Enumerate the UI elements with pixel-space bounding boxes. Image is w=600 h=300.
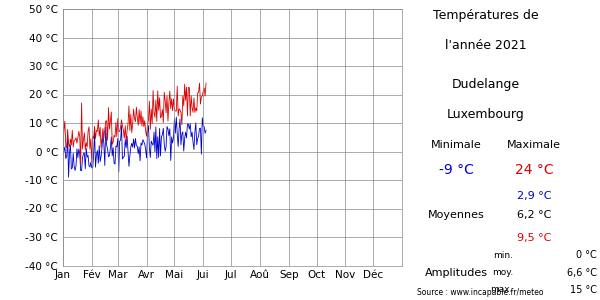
Text: moy.: moy. (492, 268, 513, 277)
Text: Températures de: Températures de (433, 9, 539, 22)
Text: Source : www.incapable.fr/meteo: Source : www.incapable.fr/meteo (417, 288, 544, 297)
Text: 6,6 °C: 6,6 °C (567, 268, 597, 278)
Text: Moyennes: Moyennes (428, 210, 484, 220)
Text: Amplitudes: Amplitudes (425, 268, 487, 278)
Text: Dudelange: Dudelange (452, 78, 520, 91)
Text: 6,2 °C: 6,2 °C (517, 210, 551, 220)
Text: l'année 2021: l'année 2021 (445, 39, 527, 52)
Text: 0 °C: 0 °C (576, 250, 597, 260)
Text: -9 °C: -9 °C (439, 164, 473, 178)
Text: Maximale: Maximale (507, 140, 561, 149)
Text: 24 °C: 24 °C (515, 164, 553, 178)
Text: 9,5 °C: 9,5 °C (517, 232, 551, 242)
Text: 15 °C: 15 °C (570, 285, 597, 295)
Text: Minimale: Minimale (431, 140, 481, 149)
Text: min.: min. (493, 250, 513, 260)
Text: Luxembourg: Luxembourg (447, 108, 525, 121)
Text: 2,9 °C: 2,9 °C (517, 190, 551, 200)
Text: max.: max. (491, 285, 513, 294)
